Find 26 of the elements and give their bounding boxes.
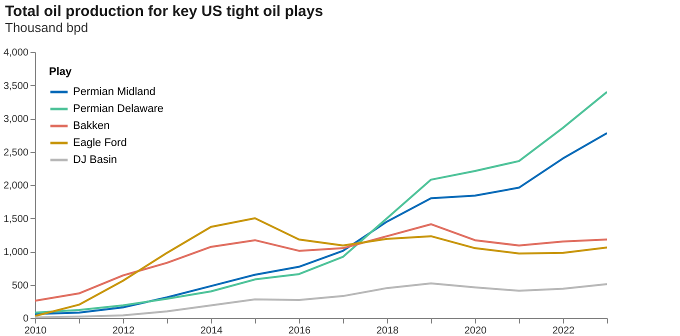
chart-subtitle: Thousand bpd [5,20,88,35]
line-series [35,132,607,316]
y-tick-label: 4,000 [3,48,29,58]
x-tick-label: 2016 [288,326,312,336]
legend-label: Eagle Ford [73,137,127,149]
legend-label: Permian Midland [73,86,156,98]
legend-label: DJ Basin [73,154,118,166]
y-tick-label: 1,500 [3,214,29,225]
x-tick-label: 2020 [464,326,488,336]
legend-label: Bakken [73,120,110,132]
y-tick-label: 1,000 [3,247,29,258]
y-tick-label: 500 [12,280,29,292]
legend-label: Permian Delaware [73,103,164,115]
line-series [35,223,607,302]
y-tick-label: 0 [22,314,29,324]
x-tick-label: 2018 [376,326,400,336]
y-tick-label: 3,500 [3,80,29,92]
legend-title: Play [49,66,73,78]
x-tick-label: 2010 [24,326,48,336]
y-tick-label: 2,500 [3,147,29,158]
y-tick-label: 3,000 [3,114,29,125]
y-tick-label: 2,000 [3,180,29,192]
x-tick-label: 2014 [200,326,224,336]
x-tick-label: 2022 [552,326,576,336]
x-tick-label: 2012 [112,326,136,336]
chart-title: Total oil production for key US tight oil plays [5,3,324,20]
